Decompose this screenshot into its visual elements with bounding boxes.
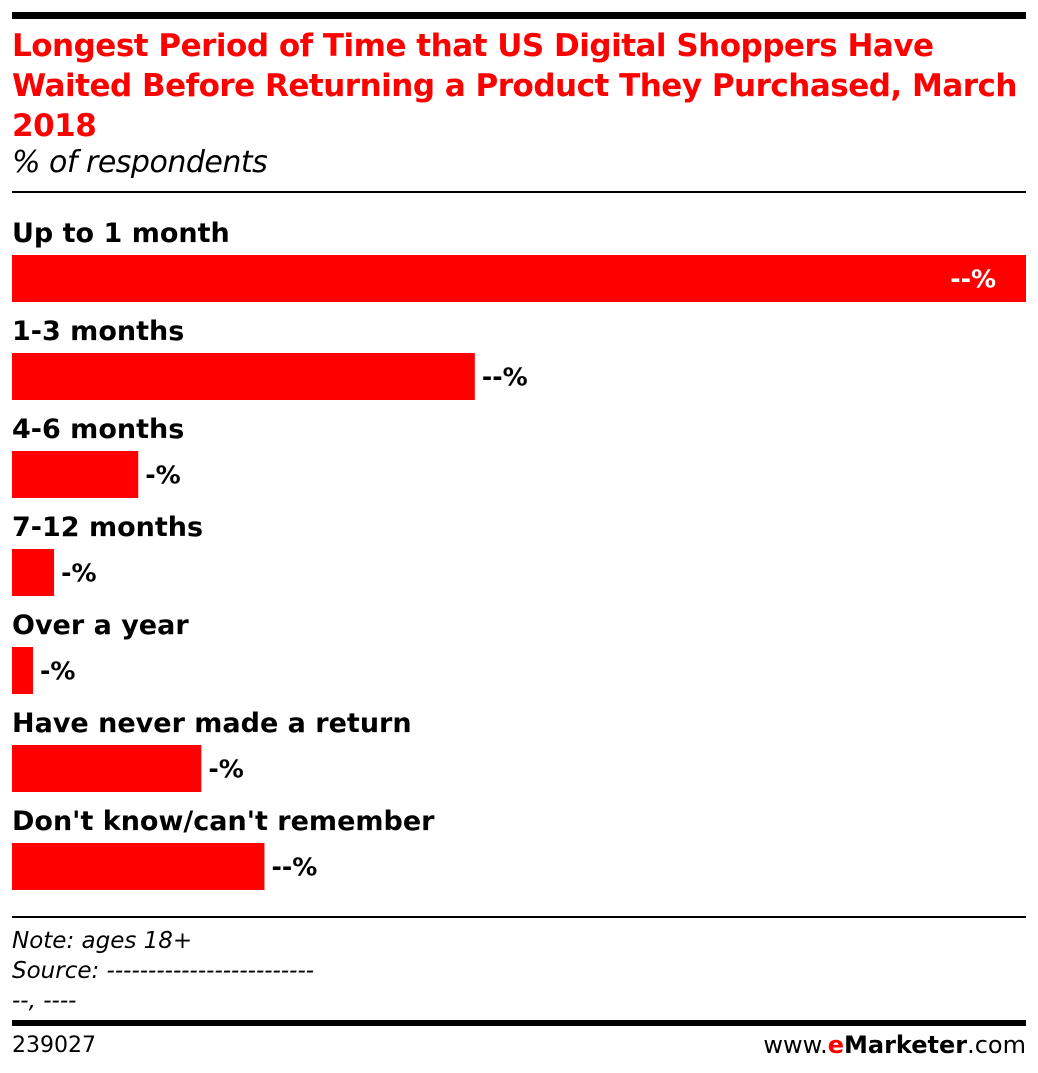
note-text: Note: ages 18+	[12, 928, 193, 954]
bar	[12, 255, 1026, 302]
value-label: -%	[40, 657, 75, 686]
chart-id: 239027	[12, 1033, 96, 1058]
chart-title: Longest Period of Time that US Digital S…	[12, 28, 1018, 144]
brand-name: Marketer	[844, 1031, 968, 1059]
bar	[12, 745, 202, 792]
footer-notes: Note: ages 18+ Source: -----------------…	[12, 926, 314, 1016]
category-label: Have never made a return	[12, 708, 412, 739]
value-label: -%	[145, 461, 180, 490]
category-label: 1-3 months	[12, 316, 184, 347]
value-label: --%	[950, 265, 996, 294]
bar	[12, 353, 475, 400]
category-label: 4-6 months	[12, 414, 184, 445]
category-label: Don't know/can't remember	[12, 806, 435, 837]
category-label: Over a year	[12, 610, 189, 641]
category-label: Up to 1 month	[12, 218, 230, 249]
footer-divider	[12, 916, 1026, 918]
bottom-rule	[12, 1020, 1026, 1026]
value-label: --%	[271, 853, 317, 882]
bar	[12, 647, 34, 694]
brand-prefix: www.	[763, 1031, 828, 1059]
source-text-line2: --, ----	[12, 988, 77, 1014]
brand-link[interactable]: www.eMarketer.com	[763, 1031, 1026, 1059]
top-rule	[12, 12, 1026, 19]
bar	[12, 451, 139, 498]
value-label: --%	[482, 363, 528, 392]
chart-subtitle: % of respondents	[12, 145, 268, 180]
category-label: 7-12 months	[12, 512, 203, 543]
brand-e: e	[827, 1031, 845, 1059]
brand-suffix: .com	[967, 1031, 1026, 1059]
header-divider	[12, 191, 1026, 193]
value-label: -%	[208, 755, 243, 784]
bar	[12, 843, 265, 890]
bar	[12, 549, 55, 596]
source-text: Source: -------------------------	[12, 958, 315, 984]
value-label: -%	[61, 559, 96, 588]
